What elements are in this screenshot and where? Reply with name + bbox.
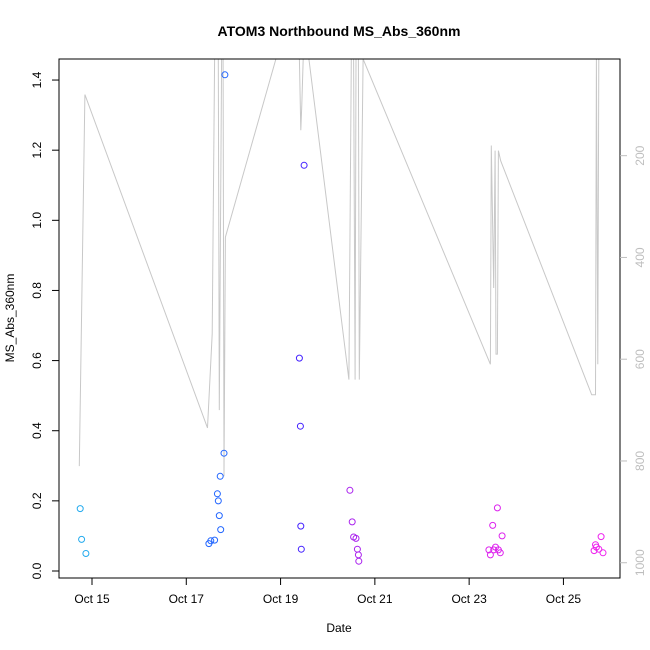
x-axis-label: Date — [326, 621, 352, 635]
x-axis: Oct 15 Oct 17 Oct 19 Oct 21 Oct 23 Oct 25 — [74, 578, 581, 606]
y-tick-label: 0.8 — [30, 282, 44, 299]
x-tick-label: Oct 21 — [357, 592, 393, 606]
chart-title: ATOM3 Northbound MS_Abs_360nm — [218, 23, 461, 39]
data-point-5 — [211, 536, 219, 544]
x-tick-label: Oct 23 — [451, 592, 487, 606]
data-point-24 — [355, 557, 363, 565]
data-point-25 — [485, 546, 493, 554]
y2-tick-label: 400 — [633, 247, 647, 267]
data-point-18 — [346, 486, 354, 494]
data-point-15 — [297, 522, 305, 530]
data-point-30 — [493, 504, 501, 512]
data-point-16 — [297, 545, 305, 553]
data-point-10 — [217, 526, 225, 534]
data-point-4 — [207, 537, 215, 545]
x-tick-label: Oct 17 — [169, 592, 205, 606]
y2-tick-label: 600 — [633, 349, 647, 369]
data-point-14 — [296, 422, 304, 430]
y2-tick-label: 200 — [633, 145, 647, 165]
x-tick-label: Oct 25 — [546, 592, 582, 606]
data-point-11 — [220, 449, 228, 457]
y2-tick-label: 800 — [633, 451, 647, 471]
data-point-27 — [489, 521, 497, 529]
data-point-32 — [496, 549, 504, 557]
data-point-12 — [221, 71, 229, 79]
y-tick-label: 0.6 — [30, 352, 44, 369]
data-point-8 — [215, 512, 223, 520]
data-point-39 — [599, 549, 607, 557]
y-tick-label: 0.4 — [30, 422, 44, 439]
x-tick-label: Oct 19 — [263, 592, 299, 606]
data-point-38 — [597, 533, 605, 541]
y-tick-label: 0.0 — [30, 562, 44, 579]
data-point-2 — [82, 550, 90, 557]
data-point-19 — [348, 518, 356, 526]
y-tick-label: 1.0 — [30, 212, 44, 229]
x-tick-label: Oct 15 — [74, 592, 110, 606]
y2-axis: 200 400 600 800 1000 — [620, 145, 647, 576]
data-point-26 — [486, 551, 494, 559]
altitude-line-path — [78, 59, 603, 477]
data-point-13 — [295, 354, 303, 362]
data-point-6 — [213, 490, 221, 498]
y-tick-label: 1.4 — [30, 71, 44, 88]
data-point-7 — [214, 497, 222, 505]
y-tick-label: 0.2 — [30, 492, 44, 509]
data-point-9 — [216, 472, 224, 480]
data-point-37 — [595, 545, 603, 553]
y-axis-label: MS_Abs_360nm — [3, 274, 17, 363]
data-point-22 — [353, 545, 361, 553]
plot-frame — [58, 58, 621, 579]
data-point-1 — [78, 535, 86, 543]
data-points — [76, 71, 607, 565]
y-tick-label: 1.2 — [30, 142, 44, 159]
y2-tick-label: 1000 — [633, 549, 647, 576]
data-point-17 — [300, 161, 308, 169]
data-point-33 — [498, 532, 506, 540]
data-point-23 — [354, 551, 362, 559]
altitude-line — [78, 59, 603, 477]
data-point-21 — [352, 534, 360, 542]
data-point-0 — [76, 505, 84, 513]
y-axis: 0.0 0.2 0.4 0.6 0.8 1.0 1.2 1.4 — [30, 71, 59, 579]
